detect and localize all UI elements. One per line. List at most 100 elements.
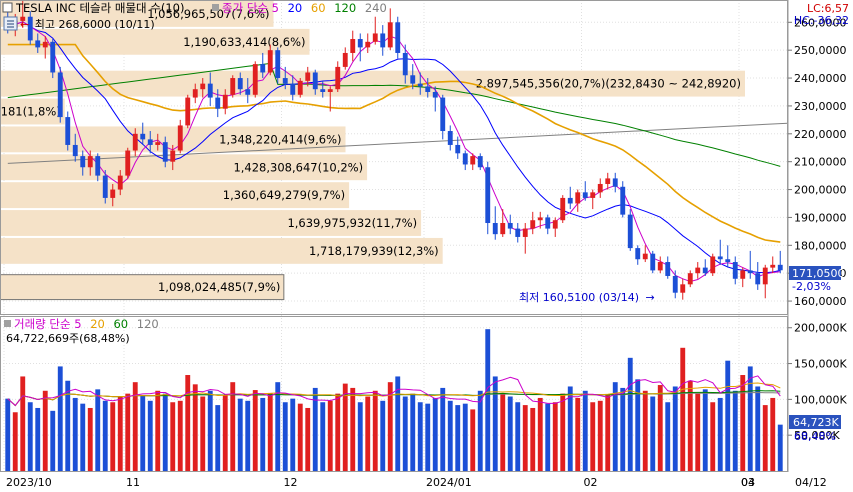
volume-profile-bar	[0, 154, 368, 181]
price-tick-label: 220,0000	[794, 128, 847, 141]
candle-body	[710, 256, 716, 274]
candle-body	[177, 125, 183, 151]
candle-body	[687, 273, 693, 285]
candle-body	[485, 167, 491, 224]
volume-bar	[402, 396, 408, 471]
price-tick-label: 200,0000	[794, 184, 847, 197]
x-tick-label: 12	[284, 476, 298, 489]
candle-body	[447, 131, 453, 145]
x-tick-label: 04/12	[795, 476, 827, 489]
x-tick-label: 03	[741, 476, 755, 489]
volume-bar	[747, 366, 753, 471]
candle-body	[740, 270, 746, 279]
volume-bar	[380, 400, 386, 471]
volume-bar	[80, 403, 86, 471]
volume-bar	[342, 383, 348, 471]
volume-bar	[245, 400, 251, 471]
volume-bar	[710, 402, 716, 471]
volume-bar	[717, 397, 723, 471]
ma-legend: 종가 단순 5 20 60 120 240	[222, 1, 387, 15]
candle-body	[395, 22, 401, 53]
candle-body	[545, 217, 551, 229]
candle-body	[515, 228, 521, 237]
x-axis-bg	[0, 472, 853, 492]
volume-bar	[290, 398, 296, 471]
candle-body	[680, 284, 686, 293]
volume-legend-120: 120	[137, 317, 159, 331]
price-tick-label: 180,0000	[794, 239, 847, 252]
volume-profile-bar	[0, 98, 65, 125]
volume-bar	[657, 385, 663, 471]
volume-profile-label: 1,718,179,939(12,3%)	[309, 244, 439, 258]
x-tick-label: 04	[741, 476, 755, 489]
candle-body	[672, 275, 678, 293]
volume-profile-bar	[0, 274, 285, 301]
volume-bar	[545, 403, 551, 471]
candle-body	[65, 117, 71, 145]
volume-tick-label: 50,000K	[794, 429, 840, 442]
volume-bar	[425, 403, 431, 471]
header-checkbox[interactable]	[2, 2, 13, 13]
volume-bar	[387, 382, 393, 471]
volume-bar	[50, 410, 56, 471]
volume-bar	[560, 393, 566, 471]
volume-bar	[567, 386, 573, 471]
volume-profile-label: 1,190,633,414(8,6%)	[183, 35, 305, 49]
candle-body	[155, 142, 161, 145]
price-tick-label: 240,0000	[794, 72, 847, 85]
candle-body	[635, 248, 641, 260]
candle-body	[612, 178, 618, 187]
settings-icon[interactable]	[3, 16, 18, 31]
volume-bar	[552, 402, 558, 471]
candle-body	[42, 41, 48, 48]
price-axis-bg	[788, 0, 853, 315]
candle-body	[627, 214, 633, 249]
candle-body	[350, 39, 356, 53]
candle-body	[260, 64, 266, 73]
x-tick-label: 11	[126, 476, 140, 489]
candle-body	[657, 262, 663, 271]
price-tick-label: 190,0000	[794, 211, 847, 224]
volume-bar	[725, 360, 731, 471]
volume-bar	[200, 396, 206, 471]
volume-bar	[410, 393, 416, 471]
x-tick-label: 2023/10	[6, 476, 52, 489]
candle-body	[597, 183, 603, 193]
volume-bar	[770, 397, 776, 471]
volume-bar	[357, 402, 363, 471]
volume-bar	[65, 380, 71, 471]
hc-label: HC:-36,32	[794, 14, 849, 27]
volume-profile-bar	[0, 1, 274, 27]
volume-tick-label: 150,000K	[794, 358, 847, 371]
volume-bar	[665, 402, 671, 471]
candle-body	[770, 264, 776, 268]
candle-body	[492, 223, 498, 235]
ma120-line	[7, 62, 781, 167]
candle-body	[695, 267, 701, 274]
volume-bar	[252, 390, 258, 471]
candle-body	[777, 264, 783, 271]
ma-legend-swatch	[212, 4, 219, 11]
volume-bar	[590, 402, 596, 471]
volume-current-badge: 64,723K	[789, 415, 841, 429]
candle-body	[320, 89, 326, 92]
volume-bar	[680, 347, 686, 471]
low-marker: 최저 160,5100 (03/14) →	[519, 291, 655, 304]
candle-body	[380, 33, 386, 48]
volume-bar	[507, 396, 513, 471]
volume-profile-bar	[0, 70, 745, 97]
volume-legend-swatch	[4, 320, 11, 327]
candle-body	[530, 220, 536, 229]
volume-bars	[5, 329, 783, 471]
candle-body	[162, 142, 168, 162]
volume-bar	[35, 407, 41, 471]
candle-body	[387, 22, 393, 48]
candle-body	[102, 175, 108, 198]
volume-bar	[177, 400, 183, 471]
volume-bar	[57, 366, 63, 471]
volume-bar	[5, 398, 11, 471]
volume-bar	[365, 396, 371, 471]
volume-profile-label: 1,098,024,485(7,9%)	[158, 280, 280, 294]
